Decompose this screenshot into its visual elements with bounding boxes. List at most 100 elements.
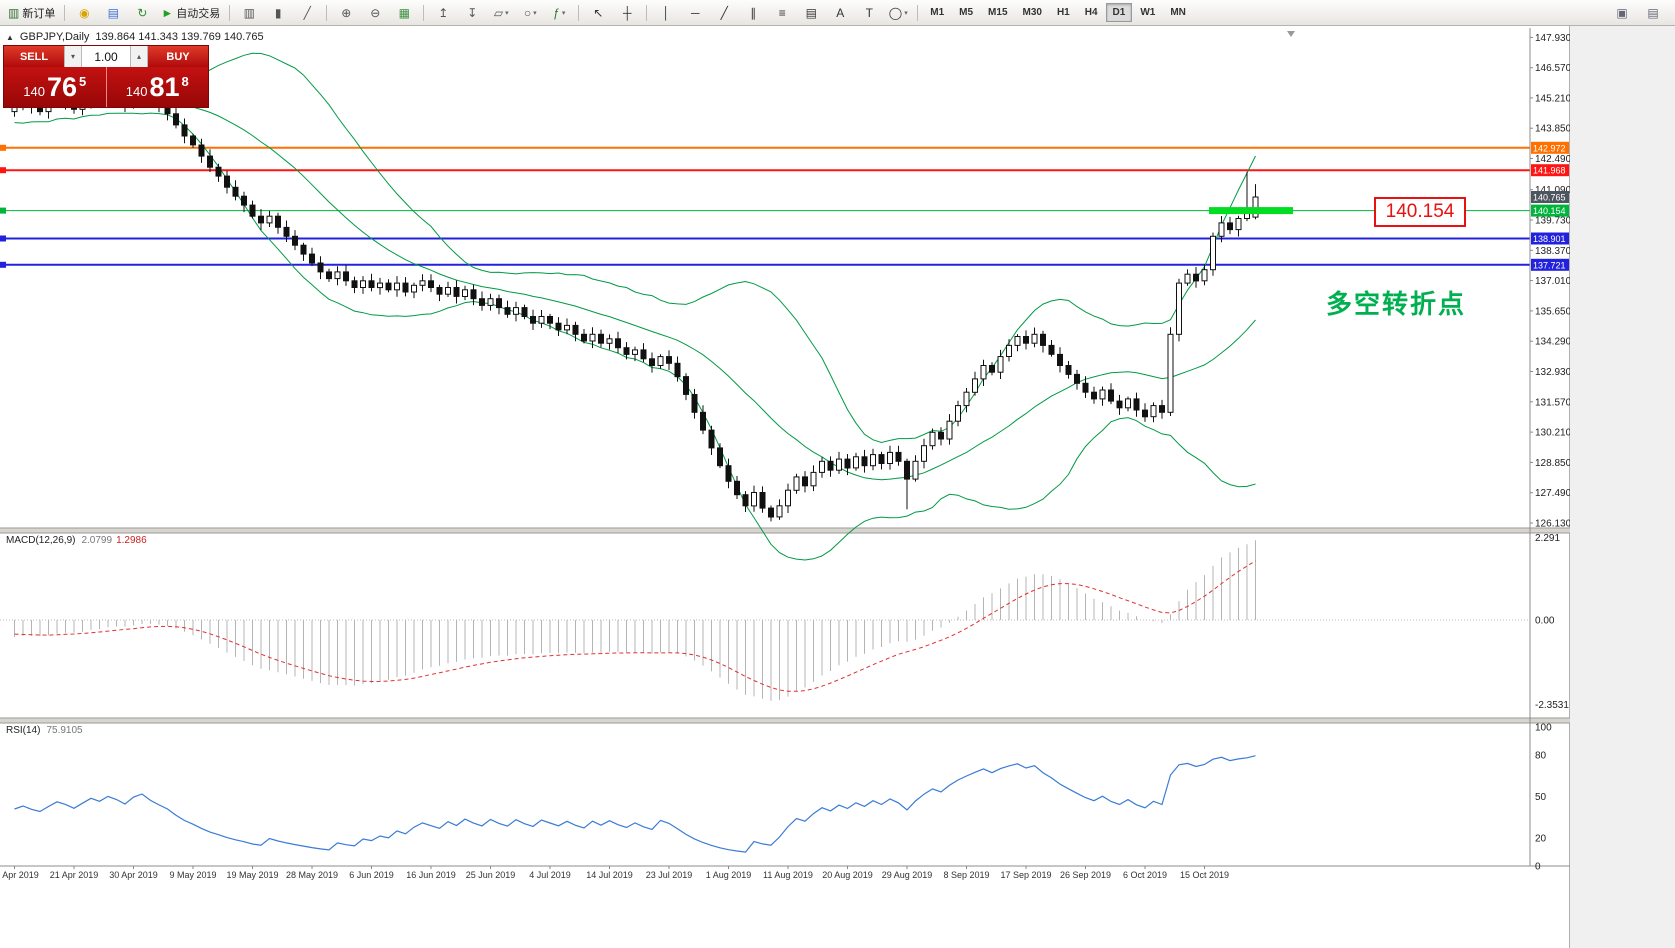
lot-decrease-button[interactable]: ▾ xyxy=(64,46,82,67)
level-line-142.972[interactable] xyxy=(0,144,1530,151)
current-price-tag: 140.765 xyxy=(1531,191,1569,203)
indicators-list-button[interactable]: ↥ xyxy=(429,2,457,24)
vertical-line-icon: │ xyxy=(662,5,670,20)
fibonacci-retracement-button[interactable]: ≡ xyxy=(768,2,796,24)
auto-trading-button[interactable]: ► 自动交易 xyxy=(157,2,224,24)
svg-text:9 May 2019: 9 May 2019 xyxy=(169,870,216,880)
timeframe-m5[interactable]: M5 xyxy=(959,7,974,18)
price-axis[interactable]: 147.930 146.570 145.210 143.850 142.490 141.0… xyxy=(1530,33,1570,530)
timeframe-h1[interactable]: H1 xyxy=(1056,7,1070,18)
market-watch-button[interactable]: ◉ xyxy=(70,2,98,24)
svg-text:10 Apr 2019: 10 Apr 2019 xyxy=(0,870,39,880)
timeframe-h4[interactable]: H4 xyxy=(1084,7,1098,18)
new-order-button[interactable]: ▥ 新订单 xyxy=(4,2,59,24)
lot-size-input[interactable] xyxy=(82,46,130,67)
toolbar-separator xyxy=(646,4,648,21)
sell-price-button[interactable]: 140 76 5 xyxy=(4,67,106,107)
timeframe-m30[interactable]: M30 xyxy=(1022,7,1042,18)
timeframe-m15[interactable]: M15 xyxy=(988,7,1008,18)
chart-shift-marker[interactable] xyxy=(1287,31,1295,37)
data-window-button[interactable]: ▤ xyxy=(99,2,127,24)
bollinger-upper-band xyxy=(14,52,1256,444)
chart-canvas[interactable]: 147.930 146.570 145.210 143.850 142.490 141.0… xyxy=(0,28,1570,888)
svg-text:146.570: 146.570 xyxy=(1535,63,1570,74)
rsi-line xyxy=(14,755,1256,853)
horizontal-line-button[interactable]: ─ xyxy=(681,2,709,24)
level-highlight-band[interactable] xyxy=(1209,207,1293,215)
price-level-callout[interactable]: 140.154 xyxy=(1374,197,1466,227)
level-line-137.721[interactable] xyxy=(0,261,1530,268)
new-order-label: 新订单 xyxy=(22,7,56,20)
templates-button[interactable]: ▱ ▾ xyxy=(487,2,515,24)
svg-text:127.490: 127.490 xyxy=(1535,488,1570,499)
text-label-icon: T xyxy=(865,5,873,20)
toolbar-separator xyxy=(917,4,919,21)
objects-list-button[interactable]: ↧ xyxy=(458,2,486,24)
panel-splitter[interactable] xyxy=(0,527,1570,534)
timeframe-m1[interactable]: M1 xyxy=(930,7,945,18)
window-list-button[interactable]: ▤ xyxy=(1639,2,1667,24)
bollinger-middle-band xyxy=(14,87,1256,481)
templates-caret-icon: ▾ xyxy=(505,9,509,17)
arrows-button[interactable]: ◯ ▾ xyxy=(884,2,912,24)
text-label-button[interactable]: T xyxy=(855,2,883,24)
svg-text:100: 100 xyxy=(1535,723,1552,734)
text-button[interactable]: A xyxy=(826,2,854,24)
bar-chart-button[interactable]: ▥ xyxy=(235,2,263,24)
timeframe-mn[interactable]: MN xyxy=(1170,7,1186,18)
svg-text:15 Oct 2019: 15 Oct 2019 xyxy=(1180,870,1229,880)
zoom-out-button[interactable]: ⊖ xyxy=(361,2,389,24)
equidistant-channel-icon: ∥ xyxy=(750,5,757,20)
periods-button[interactable]: ○ ▾ xyxy=(516,2,544,24)
candlestick-chart-icon: ▮ xyxy=(274,5,282,20)
vertical-line-button[interactable]: │ xyxy=(652,2,680,24)
expand-icon[interactable]: ▲ xyxy=(6,32,14,42)
trendline-button[interactable]: ╱ xyxy=(710,2,738,24)
indicators-button[interactable]: ƒ ▾ xyxy=(545,2,573,24)
strategy-tester-button[interactable]: ↻ xyxy=(128,2,156,24)
svg-text:131.570: 131.570 xyxy=(1535,397,1570,408)
lot-increase-button[interactable]: ▴ xyxy=(130,46,148,67)
window-maximize-button[interactable]: ▣ xyxy=(1608,2,1636,24)
svg-text:134.290: 134.290 xyxy=(1535,337,1570,348)
zoom-out-icon: ⊖ xyxy=(370,5,381,20)
timeframe-w1[interactable]: W1 xyxy=(1140,7,1156,18)
panel-splitter[interactable] xyxy=(0,717,1570,724)
rsi-name: RSI(14) xyxy=(6,725,41,736)
chart-annotation-text[interactable]: 多空转折点 xyxy=(1326,289,1467,319)
level-line-141.968[interactable] xyxy=(0,167,1530,174)
line-chart-button[interactable]: ╱ xyxy=(293,2,321,24)
candlestick-chart-button[interactable]: ▮ xyxy=(264,2,292,24)
arrows-icon: ◯ xyxy=(888,5,903,20)
buy-price-big: 81 xyxy=(149,71,180,102)
toolbar-separator xyxy=(326,4,328,21)
buy-price-button[interactable]: 140 81 8 xyxy=(107,67,209,107)
periods-caret-icon: ▾ xyxy=(533,9,537,17)
svg-text:25 Jun 2019: 25 Jun 2019 xyxy=(466,870,516,880)
svg-text:142.490: 142.490 xyxy=(1535,154,1570,165)
svg-text:26 Sep 2019: 26 Sep 2019 xyxy=(1060,870,1111,880)
trendline-icon: ╱ xyxy=(720,5,728,20)
buy-button[interactable]: BUY xyxy=(148,46,208,67)
sell-button[interactable]: SELL xyxy=(4,46,64,67)
shapes-button[interactable]: ▤ xyxy=(797,2,825,24)
cursor-button[interactable]: ↖ xyxy=(584,2,612,24)
indicators-list-icon: ↥ xyxy=(438,5,449,20)
equidistant-channel-button[interactable]: ∥ xyxy=(739,2,767,24)
rsi-axis[interactable]: 100 80 50 20 0 xyxy=(1535,723,1552,873)
svg-text:145.210: 145.210 xyxy=(1535,93,1570,104)
auto-trading-label: 自动交易 xyxy=(176,7,221,20)
tile-windows-button[interactable]: ▦ xyxy=(390,2,418,24)
svg-text:6 Jun 2019: 6 Jun 2019 xyxy=(349,870,394,880)
new-order-icon: ▥ xyxy=(8,5,20,20)
svg-text:16 Jun 2019: 16 Jun 2019 xyxy=(406,870,456,880)
macd-axis[interactable]: 2.291 0.00 -2.3531 xyxy=(1535,533,1569,711)
zoom-in-button[interactable]: ⊕ xyxy=(332,2,360,24)
time-axis[interactable]: 10 Apr 2019 21 Apr 2019 30 Apr 2019 9 May 2… xyxy=(0,866,1229,880)
crosshair-button[interactable]: ┼ xyxy=(613,2,641,24)
timeframe-d1[interactable]: D1 xyxy=(1105,3,1133,22)
text-icon: A xyxy=(836,5,845,20)
level-tag-142.972: 142.972 xyxy=(1531,141,1569,154)
level-line-140.154[interactable] xyxy=(0,207,1530,214)
level-line-138.901[interactable] xyxy=(0,235,1530,242)
